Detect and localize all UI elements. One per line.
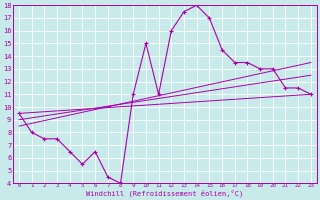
X-axis label: Windchill (Refroidissement éolien,°C): Windchill (Refroidissement éolien,°C): [86, 190, 244, 197]
